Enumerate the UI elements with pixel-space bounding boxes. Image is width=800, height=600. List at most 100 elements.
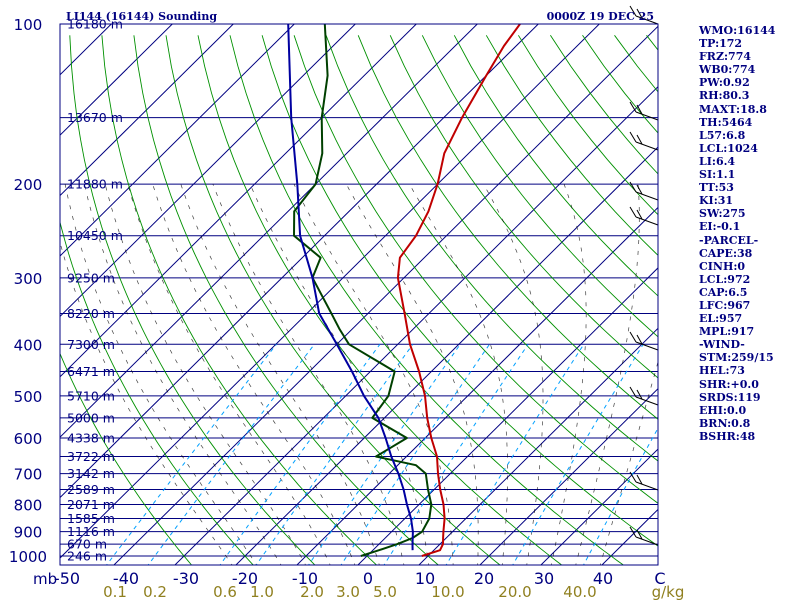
wind-barb	[629, 331, 659, 351]
dry-adiabat-20	[165, 35, 501, 565]
pressure-tick-label: 1000	[9, 548, 47, 566]
mixing-ratio-line-3	[340, 344, 490, 565]
mixing-ratio-line-40	[582, 427, 658, 565]
plot-frame	[59, 23, 659, 566]
moist-adiabat--12	[84, 184, 282, 565]
sounding-index: EHI:0.0	[699, 403, 747, 417]
grid-lines	[60, 24, 658, 565]
isotherm--110	[60, 24, 234, 197]
height-label: 670 m	[67, 537, 107, 552]
sounding-index: BRN:0.8	[699, 416, 751, 430]
height-label: 13670 m	[67, 110, 123, 125]
isotherm--90	[60, 24, 356, 318]
mixing-ratio-tick-label: 5.0	[373, 583, 397, 600]
mixing-ratio-line-0.6	[219, 344, 381, 565]
moist-adiabat-32	[550, 183, 587, 565]
mixing-ratio-tick-label: g/kg	[652, 583, 685, 600]
pressure-tick-label: 100	[14, 16, 43, 34]
sounding-index: STM:259/15	[699, 351, 774, 365]
mixing-ratio-tick-label: 40.0	[563, 583, 596, 600]
sounding-index: RH:80.3	[699, 89, 750, 103]
sounding-index: EL:957	[699, 312, 743, 326]
sounding-index: -PARCEL-	[699, 233, 759, 247]
mixing-ratio-tick-label: 20.0	[498, 583, 531, 600]
sounding-index: SHR:+0.0	[699, 377, 759, 391]
mixing-ratio-tick-label: 2.0	[300, 583, 324, 600]
sounding-index: -WIND-	[699, 338, 745, 352]
mixing-ratio-tick-label: 10.0	[431, 583, 464, 600]
sounding-indices-panel: WMO:16144 TP:172 FRZ:774 WB0:774 PW:0.92 RH:8…	[699, 24, 799, 443]
dry-adiabat-120	[485, 35, 658, 256]
sounding-index: PW:0.92	[699, 76, 750, 90]
dry-adiabat-10	[133, 35, 439, 565]
height-label: 6471 m	[67, 364, 115, 379]
sounding-index: LCL:972	[699, 272, 751, 286]
moist-adiabat-24	[409, 183, 508, 565]
isotherm--120	[60, 24, 173, 136]
moist-adiabat-0	[152, 183, 356, 565]
pressure-unit-label: mb	[33, 570, 57, 588]
isotherm--70	[60, 24, 478, 438]
mixing-ratio-line-1	[255, 344, 414, 565]
sounding-index: LFC:967	[699, 298, 751, 312]
sounding-index: MAXT:18.8	[699, 102, 767, 116]
temperature-tick-label: -30	[173, 569, 199, 588]
moist-adiabat-8	[212, 183, 405, 565]
dry-adiabat-50	[261, 35, 658, 547]
moist-adiabat--16	[64, 184, 257, 565]
sounding-index: HEL:73	[699, 364, 745, 378]
moist-adiabat-40	[599, 360, 658, 565]
parcel-trace	[287, 24, 414, 551]
temperature-tick-label: -40	[113, 569, 139, 588]
wind-barb	[629, 131, 659, 151]
dry-adiabat-70	[325, 35, 658, 462]
sounding-index: WB0:774	[699, 63, 756, 77]
height-label: 8220 m	[67, 306, 115, 321]
mixing-ratio-line-0.2	[147, 343, 315, 565]
height-label: 3722 m	[67, 449, 115, 464]
dry-adiabat-60	[293, 35, 658, 504]
pressure-tick-label: 900	[14, 524, 43, 542]
height-label: 3142 m	[67, 466, 115, 481]
pressure-tick-label: 600	[14, 430, 43, 448]
wind-barb	[629, 101, 659, 121]
mixing-ratio-line-20	[512, 344, 644, 565]
isotherm--50	[60, 24, 600, 559]
height-label: 2071 m	[67, 497, 115, 512]
isotherm-0	[357, 267, 658, 565]
temperature-tick-label: -20	[232, 569, 258, 588]
sounding-index: LI:6.4	[699, 154, 736, 168]
sounding-traces	[287, 24, 521, 557]
valid-time: 0000Z 19 DEC 25	[547, 10, 654, 23]
temperature-tick-label: -10	[292, 569, 318, 588]
sounding-index: BSHR:48	[699, 429, 756, 443]
sounding-index: LCL:1024	[699, 141, 758, 155]
dry-adiabat--10	[69, 35, 316, 565]
isotherm-20	[479, 387, 658, 565]
sounding-index: MPL:917	[699, 325, 755, 339]
pressure-tick-label: 800	[14, 496, 43, 514]
sounding-index: TH:5464	[699, 115, 753, 129]
height-label: 5000 m	[67, 410, 115, 425]
dry-adiabat-90	[389, 35, 658, 379]
mixing-ratio-tick-label: 3.0	[336, 583, 360, 600]
sounding-index: EI:-0.1	[699, 220, 741, 234]
mixing-ratio-tick-label: 0.2	[143, 583, 167, 600]
sounding-index: SRDS:119	[699, 390, 761, 404]
mixing-ratio-tick-label: 1.0	[250, 583, 274, 600]
isotherm--40	[113, 25, 658, 565]
temperature-tick-label: 10	[415, 569, 435, 588]
sounding-index: WMO:16144	[699, 24, 776, 37]
dry-adiabat-0	[101, 35, 378, 565]
sounding-index: TP:172	[699, 37, 743, 51]
temperature-tick-label: 40	[593, 569, 613, 588]
mixing-ratio-line-0.1	[105, 343, 277, 565]
isotherm-30	[540, 448, 658, 565]
dry-adiabat-100	[421, 35, 658, 338]
moist-adiabat-28	[483, 183, 544, 565]
pressure-tick-label: 700	[14, 466, 43, 484]
isotherm--100	[60, 24, 295, 257]
pressure-tick-label: 500	[14, 388, 43, 406]
